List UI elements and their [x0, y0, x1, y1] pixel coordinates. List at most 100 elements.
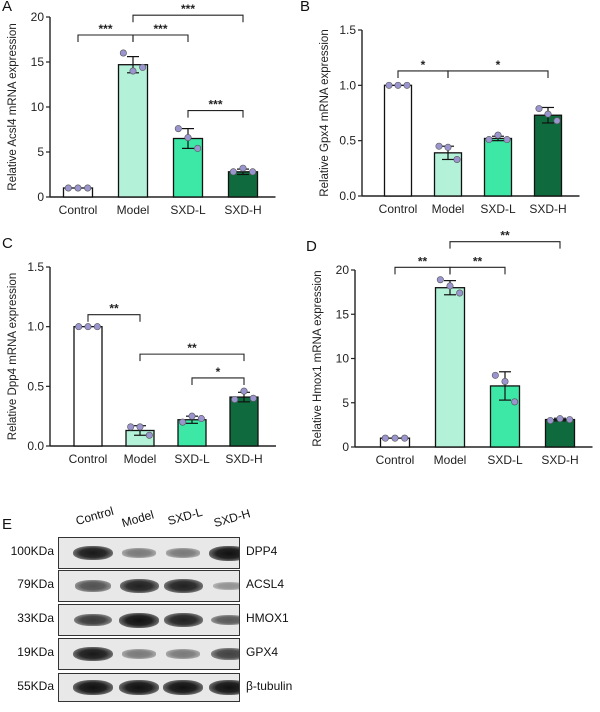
significance-bracket: [77, 34, 134, 42]
data-point: [188, 412, 196, 420]
protein-label: β-tubulin: [246, 678, 293, 693]
y-tick-label: 10: [31, 100, 45, 114]
data-point: [249, 168, 257, 176]
y-tick-label: 1.0: [27, 320, 44, 334]
y-tick-label: 10: [336, 352, 350, 366]
data-point: [75, 323, 83, 331]
band: [119, 680, 159, 695]
y-tick-label: 20: [31, 10, 45, 24]
panel-label-a: A: [2, 0, 13, 15]
data-point: [491, 371, 499, 379]
panel-label-d: D: [306, 238, 317, 255]
data-point: [494, 131, 502, 139]
x-tick-label: SXD-L: [480, 202, 516, 216]
bar-control: [73, 326, 103, 447]
significance-bracket: [187, 110, 244, 118]
band: [73, 545, 113, 561]
data-point: [84, 184, 92, 192]
significance-bracket: [394, 266, 451, 275]
x-tick-label: Control: [379, 202, 418, 216]
chart-c: 0.0 0.5 1.0 1.5 Relative Dpp4 mRNA expressio…: [7, 260, 276, 466]
data-point: [381, 434, 389, 442]
y-tick-label: 0.0: [27, 439, 44, 453]
significance-bracket: [447, 70, 549, 78]
band: [210, 647, 239, 661]
band: [209, 545, 239, 561]
bar-sxd-l: [483, 137, 513, 197]
data-point: [544, 110, 552, 118]
x-tick-label: Model: [432, 202, 465, 216]
y-axis-label: Relative Acsl4 mRNA expression: [7, 23, 19, 190]
significance-label: **: [418, 254, 428, 268]
data-point: [503, 136, 511, 144]
data-point: [84, 323, 92, 331]
data-point: [546, 416, 554, 424]
data-point: [394, 81, 402, 89]
data-point: [249, 394, 257, 402]
chart-d: 0 5 10 15 20 Relative Hmox1 mRNA expression Co…: [312, 229, 593, 467]
panel-c: C 0.0 0.5 1.0 1.5 Relative Dpp4 mRNA express…: [0, 230, 300, 470]
data-point: [435, 142, 443, 150]
chart-b: 0.0 0.5 1.0 1.5 Relative Gpx4 mRNA expressio…: [319, 23, 580, 216]
blot-row-acsl4: [58, 570, 240, 602]
data-point: [391, 434, 399, 442]
y-tick-label: 0: [37, 190, 44, 204]
bar-sxd-h: [227, 171, 259, 198]
x-tick-label: SXD-H: [225, 452, 262, 466]
lane-label-sxd-l: SXD-L: [166, 504, 204, 528]
band: [75, 580, 111, 592]
data-point: [436, 276, 444, 284]
blot-row-hmox1: [58, 604, 240, 636]
data-point: [179, 418, 187, 426]
x-tick-label: Control: [69, 452, 108, 466]
data-point: [501, 378, 509, 386]
blot-row-β-tubulin: [58, 673, 240, 702]
y-tick-label: 5: [37, 145, 44, 159]
bar-sxd-h: [533, 114, 563, 197]
data-point: [456, 289, 464, 297]
y-tick-label: 0: [342, 440, 349, 454]
band: [163, 578, 203, 594]
data-point: [511, 398, 519, 406]
significance-bracket: [132, 34, 189, 42]
band: [213, 582, 239, 590]
y-axis-label: Relative Hmox1 mRNA expression: [312, 270, 324, 446]
data-point: [136, 423, 144, 431]
y-tick-label: 15: [336, 307, 350, 321]
kda-label: 19KDa: [17, 645, 54, 659]
data-point: [553, 117, 561, 125]
significance-label: *: [421, 58, 426, 72]
protein-label: ACSL4: [246, 577, 285, 591]
significance-label: ***: [181, 2, 195, 16]
band: [119, 578, 159, 594]
significance-bracket: [87, 314, 141, 322]
data-point: [145, 431, 153, 439]
panel-label-b: B: [300, 0, 311, 15]
x-tick-label: SXD-H: [529, 202, 566, 216]
y-tick-label: 1.5: [27, 260, 44, 274]
band: [166, 649, 200, 659]
blot-row-dpp4: [58, 537, 240, 569]
protein-label: GPX4: [246, 645, 279, 659]
significance-label: *: [216, 365, 221, 379]
data-point: [385, 81, 393, 89]
bar-control: [383, 84, 413, 197]
y-tick-label: 0.0: [339, 189, 356, 203]
significance-label: **: [109, 302, 119, 316]
data-point: [485, 136, 493, 144]
data-point: [119, 49, 127, 57]
bar-model: [117, 64, 149, 198]
x-tick-label: Control: [376, 453, 415, 467]
band: [209, 680, 239, 695]
band: [211, 614, 239, 626]
data-point: [229, 168, 237, 176]
data-point: [139, 63, 147, 71]
y-axis-label: Relative Gpx4 mRNA expression: [319, 29, 331, 196]
y-tick-label: 1.5: [339, 23, 356, 37]
significance-label: ***: [208, 98, 222, 112]
data-point: [444, 143, 452, 151]
data-point: [446, 282, 454, 290]
panel-a: A 0 5 10 15 20 Relative Acsl4 mRNA expression…: [0, 0, 300, 230]
x-tick-label: SXD-H: [541, 453, 578, 467]
significance-label: *: [496, 58, 501, 72]
